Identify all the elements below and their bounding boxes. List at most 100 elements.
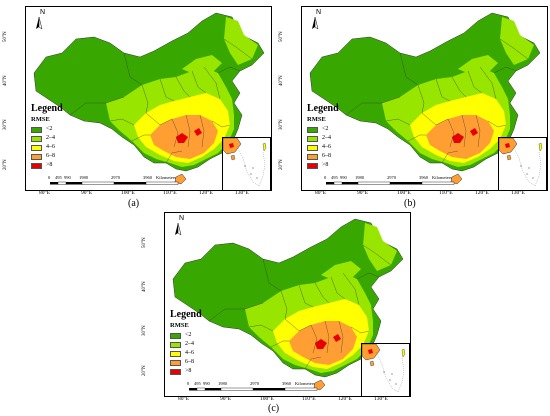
lat-label: 30°N — [279, 119, 284, 130]
region-rmse-gt8 — [452, 133, 464, 143]
legend-swatch — [31, 154, 42, 160]
lon-label: 130°E — [511, 190, 525, 196]
north-arrow: N — [172, 215, 185, 237]
legend-label: 6–8 — [46, 153, 55, 159]
scale-bar: 0 495 990 1980 2970 3960 Kilometers — [324, 175, 484, 187]
lon-label: 80°E — [315, 190, 327, 196]
region-rmse-2-4-ne — [224, 17, 258, 65]
region-rmse-gt8-2 — [333, 334, 341, 342]
lon-label: 130°E — [235, 190, 249, 196]
lon-label: 100°E — [121, 190, 135, 196]
lon-label: 80°E — [178, 396, 190, 402]
panel-caption: (b) — [404, 198, 416, 209]
legend-swatch — [170, 360, 181, 366]
legend-swatch — [307, 145, 318, 151]
lon-label: 110°E — [439, 190, 453, 196]
scale-unit: Kilometers — [432, 175, 452, 180]
scale-unit: Kilometers — [295, 381, 315, 386]
lon-label: 120°E — [475, 190, 489, 196]
legend-swatch — [307, 127, 318, 133]
scale-tick: 990 — [203, 381, 210, 386]
legend: Legend RMSE <2 2–4 4–6 6–8 >8 — [170, 309, 230, 375]
scale-tick: 3960 — [282, 381, 291, 386]
lat-label: 50°N — [279, 31, 284, 42]
north-arrow: N — [309, 9, 322, 31]
lon-label: 90°E — [357, 190, 369, 196]
scale-tick: 2970 — [250, 381, 259, 386]
lon-label: 120°E — [338, 396, 352, 402]
legend-label: 6–8 — [322, 153, 331, 159]
north-label: N — [316, 9, 322, 16]
region-rmse-2-4-ne — [363, 223, 397, 271]
scale-tick: 0 — [324, 175, 327, 180]
legend-label: >8 — [46, 162, 53, 168]
lat-label: 40°N — [3, 75, 8, 86]
lon-label: 100°E — [260, 396, 274, 402]
legend: Legend RMSE <2 2–4 4–6 6–8 >8 — [31, 103, 91, 169]
map-frame: N Legend RMSE <2 2–4 4–6 6–8 — [301, 6, 548, 191]
legend-swatch — [31, 136, 42, 142]
south-china-sea-inset — [222, 137, 271, 190]
lat-label: 40°N — [279, 75, 284, 86]
hainan-island — [450, 173, 463, 185]
legend-label: 4–6 — [185, 350, 194, 356]
scale-bar: 0 495 990 1980 2970 3960 Kilometers — [187, 381, 347, 393]
north-arrow: N — [33, 9, 45, 31]
legend-swatch — [307, 163, 318, 169]
legend-swatch — [31, 145, 42, 151]
scale-tick: 0 — [187, 381, 190, 386]
lon-label: 110°E — [302, 396, 316, 402]
scale-unit: Kilometers — [156, 175, 176, 180]
legend-title: Legend — [31, 103, 63, 114]
lat-label: 50°N — [142, 237, 147, 248]
lon-label: 90°E — [220, 396, 232, 402]
scale-bar: 0 495 990 1980 2970 3960 Kilometers — [48, 175, 208, 187]
lon-label: 120°E — [199, 190, 213, 196]
lon-label: 100°E — [397, 190, 411, 196]
panel-caption: (c) — [268, 403, 280, 414]
legend-label: 2–4 — [185, 341, 194, 347]
lat-label: 20°N — [279, 159, 284, 170]
map-frame: N Legend RMSE <2 2–4 4–6 6–8 — [164, 212, 411, 397]
panel-a: N Legend RMSE <2 2–4 4–6 6–8 — [3, 2, 272, 212]
lat-label: 30°N — [3, 119, 8, 130]
scale-tick: 495 — [331, 175, 338, 180]
scale-tick: 1980 — [79, 175, 88, 180]
legend-swatch — [307, 136, 318, 142]
legend-label: <2 — [322, 126, 329, 132]
legend-swatch — [31, 127, 42, 133]
region-rmse-2-4-north — [458, 55, 498, 75]
lat-label: 20°N — [3, 159, 8, 170]
panel-b: N Legend RMSE <2 2–4 4–6 6–8 — [279, 2, 548, 212]
legend-swatch — [31, 163, 42, 169]
province-boundaries — [345, 38, 529, 164]
scale-tick: 990 — [340, 175, 347, 180]
legend-label: 6–8 — [185, 359, 194, 365]
legend: Legend RMSE <2 2–4 4–6 6–8 >8 — [307, 103, 367, 169]
legend-metric: RMSE — [31, 116, 50, 123]
legend-metric: RMSE — [307, 116, 326, 123]
legend-title: Legend — [307, 103, 339, 114]
region-rmse-gt8 — [176, 133, 188, 143]
region-rmse-gt8-2 — [194, 128, 202, 136]
china-rmse-map — [33, 12, 265, 185]
scale-tick: 495 — [194, 381, 201, 386]
south-china-sea-inset — [498, 137, 547, 190]
scale-tick: 495 — [55, 175, 62, 180]
province-boundaries — [208, 244, 392, 370]
legend-title: Legend — [170, 309, 202, 320]
hainan-island — [174, 173, 187, 185]
scale-tick: 0 — [48, 175, 51, 180]
scale-tick: 1980 — [355, 175, 364, 180]
region-rmse-2-4-north — [321, 261, 361, 281]
legend-label: 4–6 — [46, 144, 55, 150]
map-frame: N Legend RMSE <2 2–4 4–6 6–8 — [25, 6, 272, 191]
scale-tick: 990 — [64, 175, 71, 180]
hainan-island — [313, 379, 326, 391]
legend-label: >8 — [185, 368, 192, 374]
lon-label: 130°E — [374, 396, 388, 402]
north-label: N — [179, 215, 185, 222]
legend-label: >8 — [322, 162, 329, 168]
legend-swatch — [307, 154, 318, 160]
lat-label: 50°N — [3, 31, 8, 42]
